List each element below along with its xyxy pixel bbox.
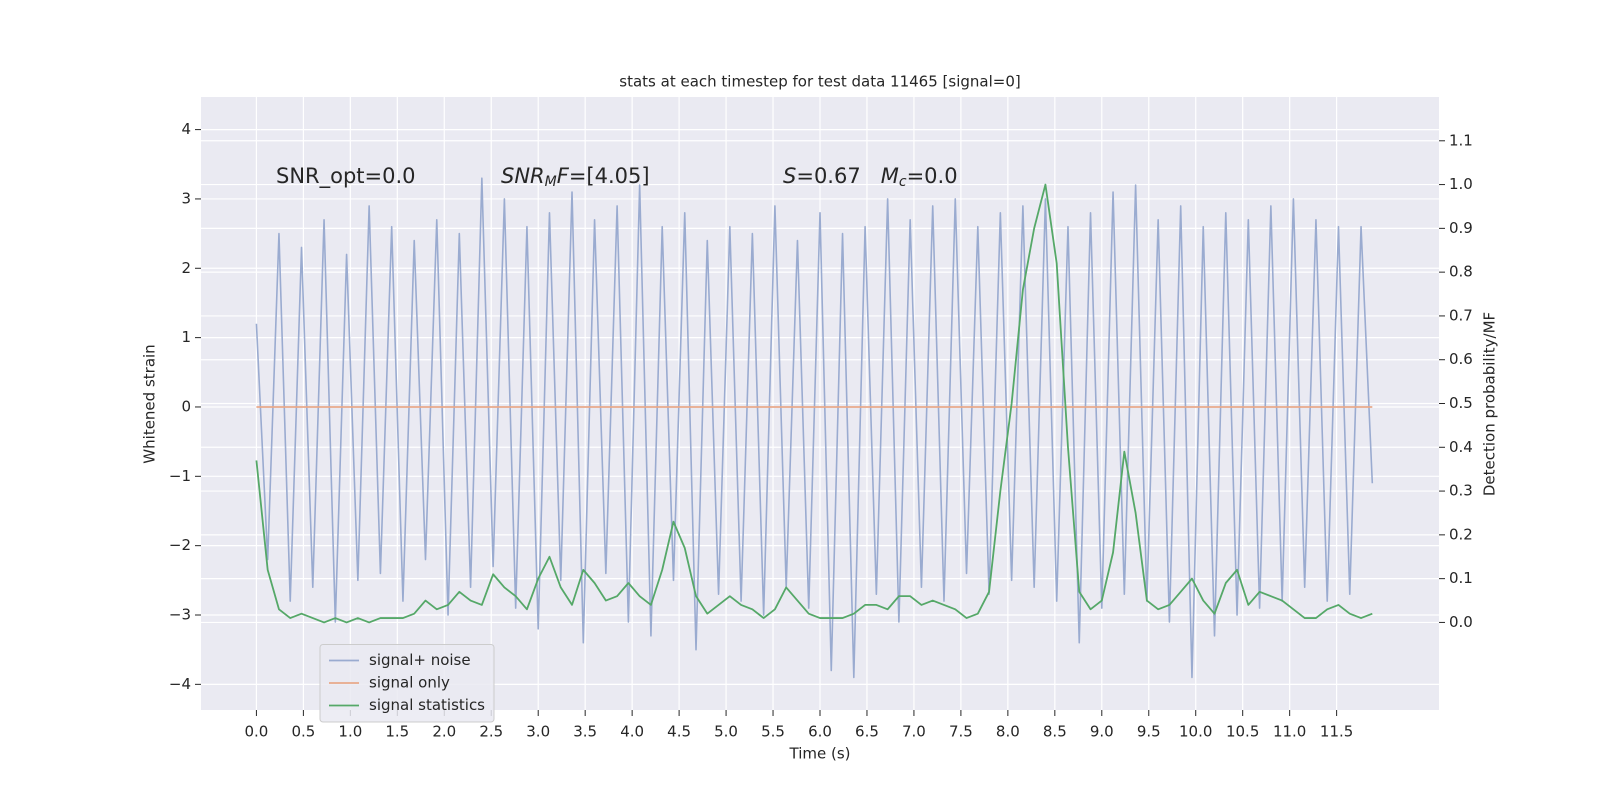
- y2-tick-label: 1.0: [1449, 175, 1473, 193]
- x-tick-label: 11.0: [1273, 723, 1306, 741]
- y-tick-label: 2: [181, 259, 191, 277]
- y2-tick-label: 0.6: [1449, 350, 1473, 368]
- y-tick-label: −4: [169, 675, 191, 693]
- legend-label: signal statistics: [369, 696, 485, 714]
- annotation-part: S: [783, 164, 796, 188]
- annotation-part: =[4.05]: [569, 164, 650, 188]
- legend-label: signal only: [369, 674, 450, 692]
- x-axis-label: Time (s): [789, 745, 851, 763]
- y-tick-label: −3: [169, 605, 191, 623]
- marks: [255, 177, 1374, 679]
- annotation-part: SNR_opt=0.0: [276, 164, 416, 189]
- annotation-part: M: [881, 164, 899, 188]
- y2-tick-label: 0.8: [1449, 263, 1473, 281]
- y-tick-label: −2: [169, 536, 191, 554]
- x-tick-label: 9.5: [1137, 723, 1161, 741]
- y2-tick-label: 0.4: [1449, 438, 1473, 456]
- x-tick-label: 5.0: [714, 723, 738, 741]
- x-tick-label: 6.5: [855, 723, 879, 741]
- y-tick-label: 0: [181, 397, 191, 415]
- y2-tick-label: 0.3: [1449, 482, 1473, 500]
- annotation-part: c: [899, 174, 907, 190]
- annotation: SNRMF=[4.05]: [501, 164, 650, 190]
- x-tick-label: 10.0: [1179, 723, 1212, 741]
- y2-tick-label: 0.0: [1449, 613, 1473, 631]
- x-tick-label: 4.0: [620, 723, 644, 741]
- y2-tick-label: 0.1: [1449, 569, 1473, 587]
- annotation-part: SNR: [501, 164, 545, 188]
- x-tick-label: 1.5: [385, 723, 409, 741]
- x-tick-label: 0.0: [244, 723, 268, 741]
- y2-tick-label: 0.7: [1449, 306, 1473, 324]
- x-tick-label: 6.0: [808, 723, 832, 741]
- x-tick-label: 2.0: [432, 723, 456, 741]
- x-tick-label: 11.5: [1320, 723, 1353, 741]
- annotation-part: F: [557, 164, 570, 188]
- x-tick-label: 8.0: [996, 723, 1020, 741]
- x-tick-label: 1.0: [338, 723, 362, 741]
- y-axis-label: Whitened strain: [141, 344, 159, 463]
- x-tick-label: 9.0: [1090, 723, 1114, 741]
- legend-box: [319, 644, 495, 723]
- x-tick-label: 3.0: [526, 723, 550, 741]
- x-tick-label: 8.5: [1043, 723, 1067, 741]
- x-tick-label: 4.5: [667, 723, 691, 741]
- legend-label: signal+ noise: [369, 651, 471, 669]
- x-tick-label: 0.5: [291, 723, 315, 741]
- x-tick-label: 3.5: [573, 723, 597, 741]
- annotation-part: =0.67: [796, 164, 880, 188]
- annotation-part: M: [545, 174, 557, 190]
- x-tick-label: 7.5: [949, 723, 973, 741]
- annotation: SNR_opt=0.0: [276, 164, 416, 189]
- y2-tick-label: 0.9: [1449, 219, 1473, 237]
- y-tick-label: −1: [169, 467, 191, 485]
- y-tick-label: 1: [181, 328, 191, 346]
- y2-axis-label: Detection probability/MF: [1481, 312, 1499, 496]
- series-line: [255, 183, 1373, 624]
- chart-title: stats at each timestep for test data 114…: [619, 73, 1020, 91]
- x-tick-label: 5.5: [761, 723, 785, 741]
- y-tick-label: 4: [181, 120, 191, 138]
- legend: signal+ noise signal only signal statistic…: [319, 644, 495, 723]
- annotation: S=0.67 Mc=0.0: [783, 164, 958, 190]
- y2-tick-label: 1.1: [1449, 131, 1473, 149]
- y2-tick-label: 0.2: [1449, 525, 1473, 543]
- y-tick-label: 3: [181, 189, 191, 207]
- series-line: [255, 177, 1374, 679]
- x-tick-label: 10.5: [1226, 723, 1259, 741]
- annotation-part: =0.0: [907, 164, 958, 188]
- x-tick-label: 7.0: [902, 723, 926, 741]
- y2-tick-label: 0.5: [1449, 394, 1473, 412]
- x-tick-label: 2.5: [479, 723, 503, 741]
